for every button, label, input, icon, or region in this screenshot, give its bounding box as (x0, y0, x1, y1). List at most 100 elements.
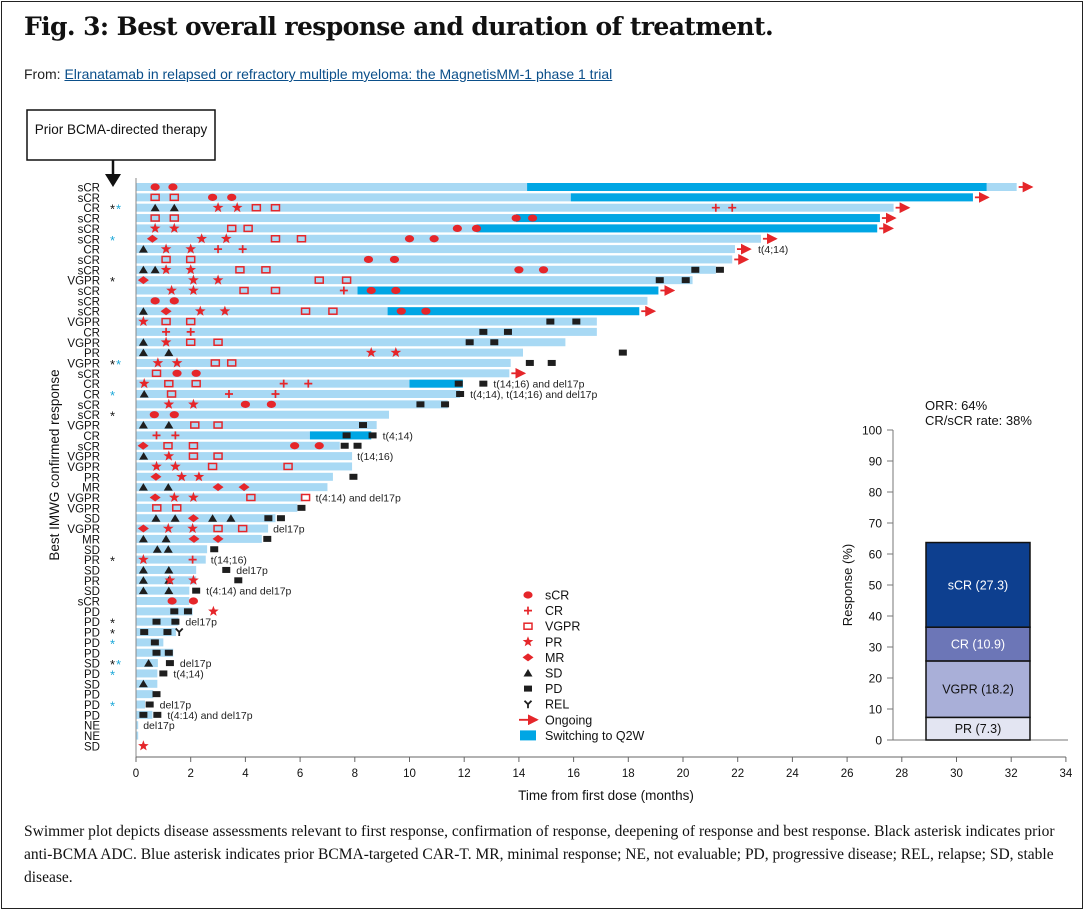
sd-marker (138, 338, 148, 346)
scr-marker (169, 411, 179, 419)
scr-marker (266, 400, 276, 408)
sd-marker (138, 483, 148, 491)
row-response-label: MR (82, 534, 100, 546)
pr-marker (163, 398, 175, 409)
cr-marker (238, 245, 247, 254)
treatment-bar (136, 638, 164, 647)
pd-marker (263, 535, 272, 542)
legend-item-vgpr: VGPR (523, 620, 580, 634)
row-response-label: sCR (78, 296, 100, 308)
cytogenetics-note: t(4:14) and del17p (167, 710, 252, 722)
pd-marker (546, 318, 555, 325)
black-asterisk-icon: * (110, 357, 115, 372)
vgpr-marker (152, 504, 162, 512)
sd-marker (170, 514, 180, 522)
black-asterisk-icon: * (110, 554, 115, 569)
scr-marker (240, 400, 250, 408)
swimmer-row: PD * (84, 626, 184, 641)
response-tick-label: 0 (875, 734, 882, 748)
pd-marker (152, 691, 161, 698)
row-response-label: SD (84, 741, 100, 753)
swimmer-row: VGPR (67, 336, 566, 350)
treatment-bar (136, 317, 597, 326)
pr-marker (169, 491, 180, 502)
rel-legend-icon (523, 700, 533, 709)
y-axis-label: Best IMWG confirmed response (47, 369, 62, 560)
vgpr-marker (300, 493, 311, 502)
legend-item-switch: Switching to Q2W (520, 729, 645, 743)
scr-marker (421, 307, 431, 315)
scr-marker (169, 297, 179, 305)
pr-marker (220, 233, 232, 244)
article-link[interactable]: Elranatamab in relapsed or refractory mu… (64, 66, 613, 82)
pd-marker (572, 318, 581, 325)
row-response-label: VGPR (67, 503, 100, 515)
pr-legend-icon (522, 636, 534, 647)
treatment-bar (136, 234, 761, 243)
x-tick-label: 6 (297, 768, 303, 780)
sd-marker (163, 545, 173, 553)
legend-label: Switching to Q2W (545, 729, 645, 743)
vgpr-marker (235, 266, 245, 274)
pr-marker (176, 471, 187, 482)
vgpr-marker (261, 266, 271, 274)
row-response-label: VGPR (67, 524, 100, 536)
source-line: From: Elranatamab in relapsed or refract… (24, 66, 612, 82)
vgpr-marker (169, 193, 180, 202)
sd-marker (161, 534, 171, 543)
swimmer-row: PR * t(14;16) (84, 554, 247, 569)
vgpr-marker (163, 442, 173, 450)
segment-label: sCR (27.3) (948, 578, 1008, 592)
vgpr-marker (169, 214, 180, 222)
switch-swatch-icon (520, 730, 536, 741)
pd-marker (171, 618, 180, 625)
row-response-label: SD (84, 659, 100, 671)
pd-marker (153, 711, 162, 718)
pr-marker (187, 522, 198, 534)
row-response-label: PD (84, 690, 100, 702)
vgpr-marker (161, 255, 171, 264)
swimmer-row: CR t(4;14) (83, 243, 788, 257)
treatment-bar (136, 472, 333, 481)
pr-marker (231, 202, 243, 213)
pd-marker (441, 401, 450, 408)
treatment-bar (136, 483, 328, 492)
legend-label: Ongoing (545, 713, 592, 727)
row-response-label: VGPR (67, 452, 100, 464)
cr-marker (711, 203, 720, 212)
pd-marker (547, 359, 556, 366)
swimmer-row: VGPR (67, 315, 597, 329)
cytogenetics-note: t(4;14), t(14;16) and del17p (470, 389, 597, 401)
swimmer-row: PR (84, 347, 627, 360)
vgpr-marker (328, 307, 338, 315)
q2w-switch-segment (357, 286, 659, 295)
treatment-bar (136, 700, 146, 709)
mr-marker (137, 524, 149, 533)
pd-marker (210, 546, 219, 553)
row-response-label: PR (84, 576, 100, 588)
swimmer-row: CR (83, 327, 597, 339)
mr-marker (137, 276, 149, 285)
pr-marker (149, 222, 161, 233)
x-tick-label: 0 (133, 768, 139, 780)
swimmer-row: MR (82, 534, 272, 546)
pd-marker (479, 380, 488, 387)
pr-marker (160, 336, 172, 347)
swimmer-row: PD (84, 605, 219, 619)
swimmer-row: VGPR (67, 503, 306, 515)
swimmer-row: NE (84, 731, 139, 743)
x-tick-label: 26 (841, 768, 854, 780)
scr-marker (290, 442, 300, 450)
swimmer-row: sCR (78, 222, 894, 236)
treatment-bar (136, 597, 190, 605)
swimmer-row: SD t(4:14) and del17p (84, 586, 292, 599)
vgpr-marker (172, 504, 182, 512)
pd-marker (490, 339, 499, 346)
sd-marker (152, 545, 162, 553)
pr-marker (151, 460, 162, 471)
callout-box: Prior BCMA-directed therapy (26, 109, 216, 187)
treatment-bar (136, 265, 716, 274)
sd-marker (164, 348, 174, 357)
pd-marker (456, 391, 465, 397)
